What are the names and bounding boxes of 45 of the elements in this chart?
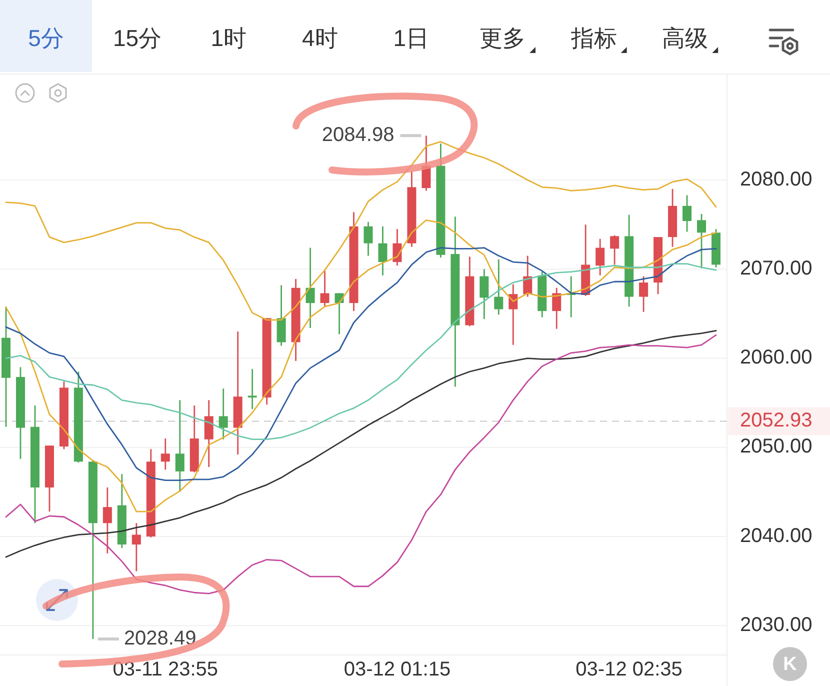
annotation: 2028.49 — [124, 627, 196, 650]
candlestick — [552, 287, 562, 330]
text: 更多 — [480, 25, 526, 52]
y-tick-label: 2070.00 — [740, 257, 812, 280]
text: 15分 — [113, 25, 162, 52]
line-series — [5, 334, 717, 594]
line-series — [5, 141, 717, 321]
text: 4时 — [302, 25, 338, 52]
candlestick — [610, 234, 620, 266]
text: 5分 — [28, 25, 64, 52]
text: 高级 — [662, 25, 708, 52]
candlestick — [160, 438, 170, 470]
candlestick — [596, 238, 605, 276]
candlestick — [494, 258, 504, 316]
candlestick — [508, 284, 518, 346]
candlestick — [378, 226, 388, 276]
candlestick — [204, 399, 214, 468]
text: 1日 — [393, 25, 430, 52]
ref-line-label: 2052.93 — [740, 410, 812, 432]
text: K — [783, 654, 798, 676]
candlestick — [306, 247, 315, 329]
candlestick — [682, 194, 692, 232]
candlestick — [639, 276, 648, 313]
candlestick — [248, 368, 257, 410]
line-series — [5, 330, 717, 558]
candlestick — [697, 213, 706, 269]
y-tick-label: 2030.00 — [740, 614, 812, 636]
x-tick-label: 03-11 23:55 — [112, 658, 218, 680]
y-tick-label: 2080.00 — [740, 168, 812, 190]
y-tick-label: 2040.00 — [740, 524, 812, 547]
candlestick — [102, 486, 112, 554]
candlestick — [320, 270, 330, 308]
x-tick-label: 03-12 02:35 — [576, 658, 682, 680]
y-tick-label: 2060.00 — [740, 346, 812, 369]
text: 1时 — [210, 25, 246, 52]
y-tick-label: 2050.00 — [740, 436, 812, 458]
text: 指标 — [570, 25, 617, 52]
candlestick — [132, 522, 141, 572]
candlestick — [364, 221, 373, 256]
candlestick — [218, 388, 228, 440]
x-tick-label: 03-12 01:15 — [344, 658, 451, 680]
annotation: 2084.98 — [322, 124, 394, 146]
line-series — [5, 263, 717, 440]
candlestick — [480, 268, 489, 320]
candlestick — [175, 399, 184, 493]
